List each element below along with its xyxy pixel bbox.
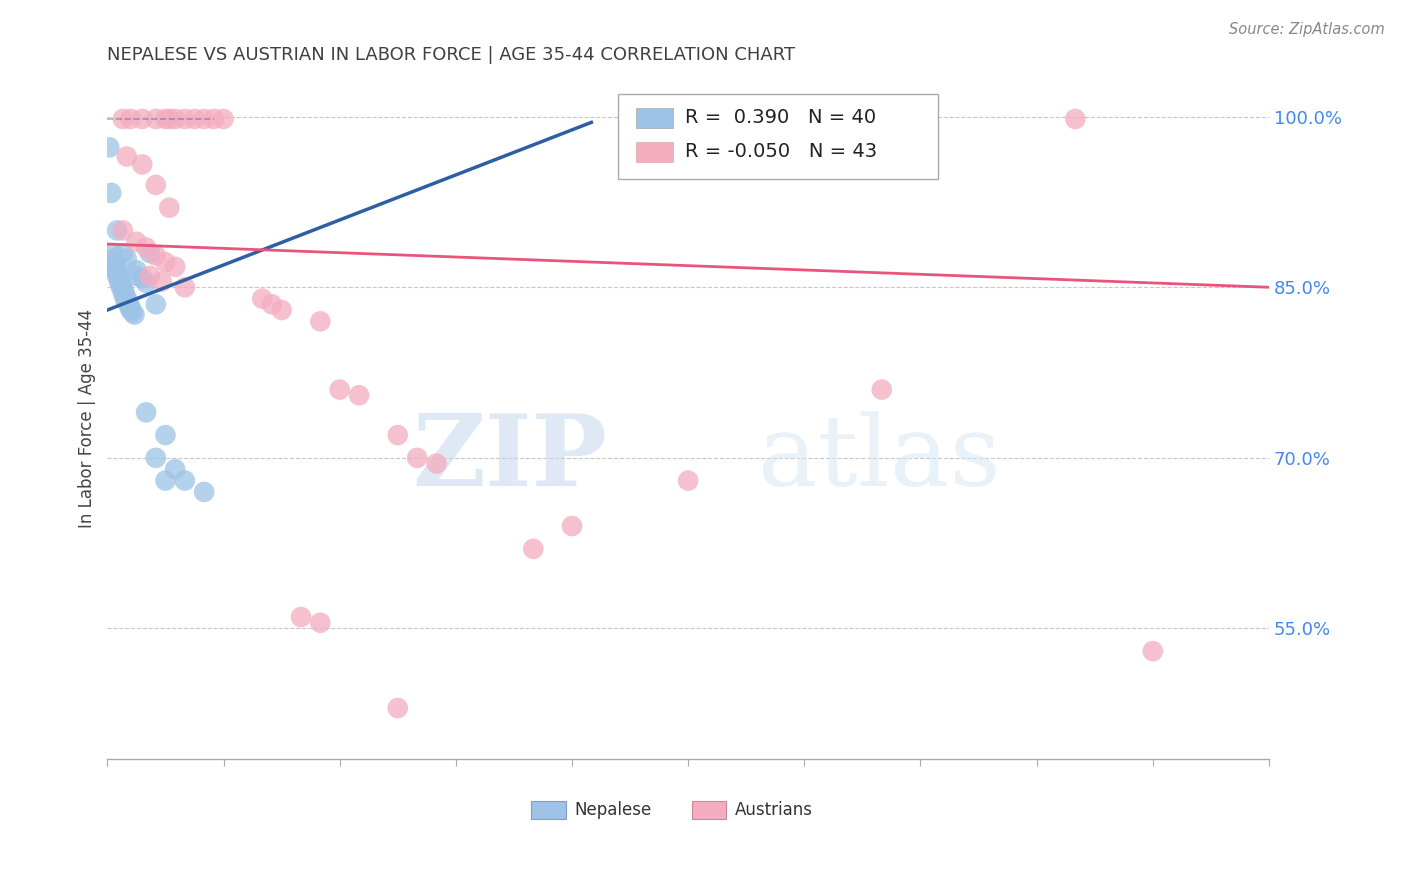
Text: Source: ZipAtlas.com: Source: ZipAtlas.com [1229,22,1385,37]
Point [111,223,134,237]
Point [115,292,138,306]
Point [425,457,447,471]
Text: Austrians: Austrians [734,801,813,819]
FancyBboxPatch shape [531,801,567,819]
Point [100,186,122,200]
Point [193,485,215,500]
Point [111,112,134,126]
Point [131,271,153,285]
Point [145,178,167,192]
Point [104,263,127,277]
Point [155,474,177,488]
Point [155,255,177,269]
Point [121,305,143,319]
Point [309,615,332,630]
Point [1142,644,1164,658]
Point [120,112,142,126]
Point [676,474,699,488]
Point [212,112,235,126]
Point [157,201,180,215]
Point [173,112,195,126]
Point [165,462,187,476]
Point [145,112,167,126]
FancyBboxPatch shape [692,801,727,819]
Point [270,303,292,318]
Point [111,285,134,300]
Point [165,112,187,126]
Point [115,293,138,308]
Point [290,610,312,624]
Point [870,383,893,397]
FancyBboxPatch shape [636,142,673,162]
Point [108,275,131,289]
Point [110,280,132,294]
Point [114,285,136,300]
Point [118,298,141,312]
Point [173,280,195,294]
Point [105,223,128,237]
FancyBboxPatch shape [619,94,938,179]
Point [139,246,162,260]
Point [131,112,153,126]
Point [108,268,131,283]
Point [155,112,177,126]
Point [202,112,225,126]
Point [103,252,125,266]
Text: R =  0.390   N = 40: R = 0.390 N = 40 [685,108,876,128]
Point [387,701,409,715]
Point [124,308,146,322]
Point [118,296,141,310]
Point [157,112,180,126]
Point [115,149,138,163]
Point [135,276,157,290]
Point [111,246,134,260]
Point [173,474,195,488]
Text: R = -0.050   N = 43: R = -0.050 N = 43 [685,143,877,161]
Point [105,268,128,283]
Point [125,263,148,277]
Text: Nepalese: Nepalese [574,801,651,819]
Point [252,292,274,306]
Point [139,268,162,283]
Point [183,112,205,126]
Point [111,280,134,294]
Point [135,405,157,419]
Point [150,275,173,289]
Point [105,263,128,277]
Point [125,235,148,249]
Point [561,519,583,533]
Point [120,303,142,318]
Point [125,268,148,283]
Point [260,297,283,311]
FancyBboxPatch shape [636,108,673,128]
Point [145,248,167,262]
Point [115,252,138,266]
Point [104,258,127,272]
Point [329,383,352,397]
Point [193,112,215,126]
Point [387,428,409,442]
Point [114,292,136,306]
Point [155,428,177,442]
Point [135,240,157,254]
Point [98,140,121,154]
Point [131,157,153,171]
Text: atlas: atlas [758,411,1001,507]
Point [309,314,332,328]
Point [1064,112,1087,126]
Point [522,541,544,556]
Y-axis label: In Labor Force | Age 35-44: In Labor Force | Age 35-44 [79,309,96,527]
Point [110,275,132,289]
Point [165,260,187,274]
Point [103,246,125,260]
Point [120,301,142,315]
Point [145,450,167,465]
Text: ZIP: ZIP [412,410,607,508]
Text: NEPALESE VS AUSTRIAN IN LABOR FORCE | AGE 35-44 CORRELATION CHART: NEPALESE VS AUSTRIAN IN LABOR FORCE | AG… [107,46,796,64]
Point [145,297,167,311]
Point [406,450,429,465]
Point [347,388,370,402]
